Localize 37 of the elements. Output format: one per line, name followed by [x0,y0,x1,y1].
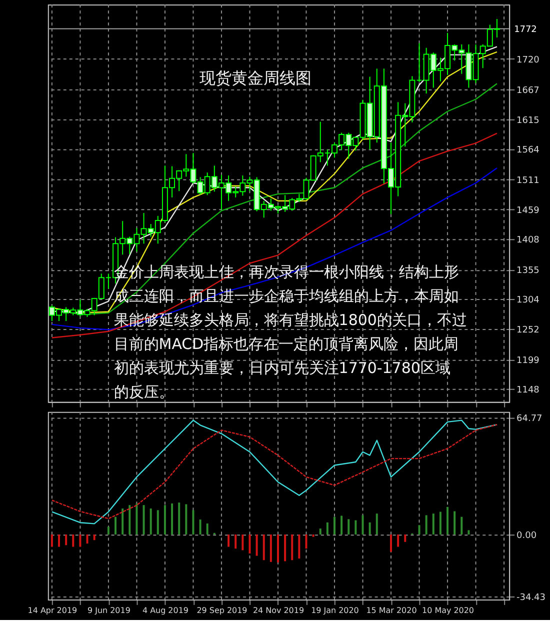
bar [185,504,188,535]
bar [439,512,442,535]
bar [326,522,328,535]
y-tick-label: 64.77 [516,414,542,424]
y-tick-label: 1459 [516,206,540,216]
bar [298,534,300,559]
bar [72,534,74,547]
y-tick-label: 1720 [516,55,540,66]
y-tick-label: 1564 [516,145,540,156]
x-tick-label: 4 Aug 2019 [142,606,188,615]
y-tick-label: 1667 [516,86,540,96]
y-tick-label: 1408 [516,235,540,246]
y-tick-label: 1252 [516,326,540,336]
y-tick-label: 1304 [516,296,540,306]
x-tick-label: 29 Sep 2019 [196,606,248,615]
line-series [51,167,498,330]
y-tick-label: -34.43 [516,593,546,604]
bar [270,534,272,562]
y-tick-label: 1615 [516,116,540,126]
x-tick-label: 19 Jan 2020 [311,606,359,615]
bar [354,520,357,535]
bar [128,505,131,535]
x-tick-label: 10 May 2020 [422,606,474,615]
y-tick-label: 1199 [516,356,540,366]
x-tick-label: 14 Apr 2019 [28,606,78,615]
x-tick-label: 15 Mar 2020 [366,606,417,615]
bar [468,530,470,535]
bar [156,510,159,535]
x-tick-label: 24 Nov 2019 [252,606,304,615]
y-tick-label: 0.00 [516,531,537,542]
ref-line-label: 1772 [514,24,537,35]
y-tick-label: 1511 [516,176,540,186]
bar [242,534,244,550]
text: 现货黄金周线图 [199,68,312,88]
x-tick-label: 9 Jun 2019 [88,606,130,615]
y-tick-label: 1148 [516,386,540,396]
y-tick-label: 1355 [516,266,540,276]
